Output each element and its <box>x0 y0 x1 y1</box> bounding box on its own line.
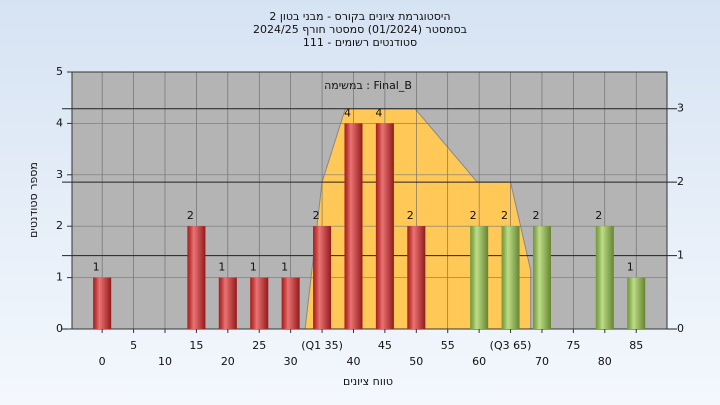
y2-tick-label: 0 <box>677 322 684 335</box>
y-tick-label: 1 <box>56 271 63 284</box>
value-label: 1 <box>627 261 634 274</box>
bar-shade <box>313 226 332 329</box>
x-tick-label: 50 <box>409 355 423 368</box>
value-label: 2 <box>595 209 602 222</box>
bar-shade <box>501 226 520 329</box>
value-label: 2 <box>501 209 508 222</box>
x-tick-label: 30 <box>284 355 298 368</box>
y2-tick-label: 3 <box>677 102 684 115</box>
x-tick-label: 5 <box>130 339 137 352</box>
y2-tick-label: 1 <box>677 249 684 262</box>
bar-shade <box>187 226 206 329</box>
value-label: 2 <box>407 209 414 222</box>
x-tick-label: 80 <box>598 355 612 368</box>
y-tick-label: 2 <box>56 219 63 232</box>
title-line: בסמסטר (01/2024) סמסטר חורף 2024/25 <box>253 23 467 36</box>
x-tick-label: 20 <box>221 355 235 368</box>
y-tick-label: 4 <box>56 116 63 129</box>
x-tick-label: 15 <box>189 339 203 352</box>
x-tick-label: 25 <box>252 339 266 352</box>
value-label: 2 <box>532 209 539 222</box>
value-label: 4 <box>344 106 351 119</box>
value-label: 1 <box>218 261 225 274</box>
x-tick-label: 45 <box>378 339 392 352</box>
x-tick-label: 75 <box>566 339 580 352</box>
title-line: סטודנטים רשומים - 111 <box>303 36 417 49</box>
x-tick-label: (Q1 35) <box>301 339 343 352</box>
y-tick-label: 5 <box>56 65 63 78</box>
x-axis-label: טווח ציונים <box>343 375 393 388</box>
bar-shade <box>93 277 112 329</box>
x-tick-label: (Q3 65) <box>490 339 532 352</box>
y-tick-label: 3 <box>56 168 63 181</box>
annotation: במשימה : Final_B <box>324 79 412 92</box>
value-label: 1 <box>250 261 257 274</box>
x-tick-label: 10 <box>158 355 172 368</box>
value-label: 2 <box>187 209 194 222</box>
value-label: 1 <box>281 261 288 274</box>
bar-shade <box>344 123 363 330</box>
bar-shade <box>532 226 551 329</box>
bar-shade <box>470 226 489 329</box>
x-tick-label: 55 <box>441 339 455 352</box>
x-tick-label: 40 <box>346 355 360 368</box>
bar-shade <box>218 277 237 329</box>
x-tick-label: 0 <box>99 355 106 368</box>
bar-shade <box>407 226 426 329</box>
y-axis-label: מספר סטודנטים <box>27 162 40 238</box>
bar-shade <box>375 123 394 330</box>
value-label: 2 <box>470 209 477 222</box>
x-tick-label: 85 <box>629 339 643 352</box>
value-label: 1 <box>93 261 100 274</box>
bar-shade <box>250 277 269 329</box>
plot-frame <box>71 71 668 330</box>
y-tick-label: 0 <box>56 322 63 335</box>
bar-shade <box>595 226 614 329</box>
bar-shade <box>281 277 300 329</box>
value-label: 2 <box>313 209 320 222</box>
x-tick-label: 70 <box>535 355 549 368</box>
x-tick-label: 60 <box>472 355 486 368</box>
y2-tick-label: 2 <box>677 175 684 188</box>
title-line: היסטוגרמת ציונים בקורס - מבני בטון 2 <box>269 10 450 23</box>
value-label: 4 <box>375 106 382 119</box>
bar-shade <box>627 277 646 329</box>
